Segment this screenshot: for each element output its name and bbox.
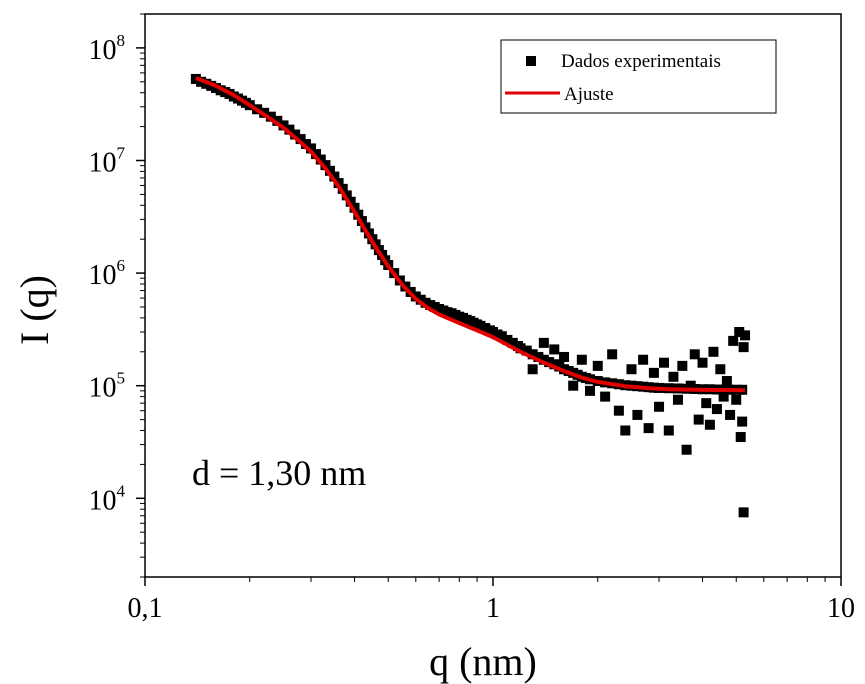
legend-label-fit: Ajuste — [564, 84, 614, 105]
data-point-experimental — [284, 124, 295, 135]
data-point-experimental — [620, 425, 631, 436]
y-tick-label: 104 — [89, 481, 126, 516]
data-point-experimental — [585, 385, 596, 396]
data-point-experimental — [592, 360, 603, 371]
data-point-experimental — [668, 371, 679, 382]
data-point-experimental — [734, 326, 745, 337]
data-point-experimental — [533, 351, 544, 362]
data-point-experimental — [527, 349, 538, 360]
data-point-experimental — [349, 202, 360, 213]
data-point-experimental — [345, 196, 356, 207]
data-point-experimental — [735, 432, 746, 443]
annotation-diameter: d = 1,30 nm — [192, 453, 366, 493]
data-point-experimental — [290, 129, 301, 140]
data-point-experimental — [310, 149, 321, 160]
data-point-experimental — [681, 444, 692, 455]
data-point-experimental — [648, 367, 659, 378]
x-tick-label: 0,1 — [128, 593, 163, 624]
data-point-experimental — [638, 354, 649, 365]
legend-marker-experimental — [526, 56, 536, 66]
legend-label-experimental: Dados experimentais — [561, 51, 721, 72]
data-point-experimental — [731, 394, 742, 405]
data-point-experimental — [600, 391, 611, 402]
data-point-experimental — [632, 409, 643, 420]
data-point-experimental — [677, 360, 688, 371]
data-point-experimental — [721, 376, 732, 387]
data-point-experimental — [544, 357, 555, 368]
data-point-experimental — [300, 139, 311, 150]
y-axis-title: I (q) — [12, 275, 57, 345]
data-point-experimental — [507, 337, 518, 348]
data-point-experimental — [693, 414, 704, 425]
data-point-experimental — [643, 423, 654, 434]
data-point-experimental — [738, 342, 749, 353]
data-point-experimental — [658, 357, 669, 368]
data-point-experimental — [701, 398, 712, 409]
data-point-experimental — [689, 349, 700, 360]
data-point-experimental — [320, 160, 331, 171]
data-layer — [190, 73, 751, 518]
y-tick-label: 105 — [89, 369, 126, 404]
data-point-experimental — [549, 344, 560, 355]
data-point-experimental — [337, 183, 348, 194]
data-point-experimental — [496, 331, 507, 342]
data-point-experimental — [654, 401, 665, 412]
x-tick-label: 10 — [827, 593, 855, 624]
data-point-experimental — [711, 404, 722, 415]
data-point-experimental — [329, 171, 340, 182]
x-axis-title: q (nm) — [429, 639, 537, 684]
data-point-experimental — [708, 346, 719, 357]
data-point-experimental — [502, 334, 513, 345]
data-point-experimental — [527, 364, 538, 375]
data-point-experimental — [576, 354, 587, 365]
y-tick-label: 106 — [89, 256, 126, 291]
data-point-experimental — [737, 416, 748, 427]
data-point-experimental — [538, 337, 549, 348]
data-point-experimental — [521, 345, 532, 356]
data-point-experimental — [265, 111, 276, 122]
data-point-experimental — [672, 394, 683, 405]
data-point-experimental — [559, 351, 570, 362]
data-point-experimental — [697, 357, 708, 368]
data-point-experimental — [613, 405, 624, 416]
data-point-experimental — [626, 364, 637, 375]
data-point-experimental — [738, 507, 749, 518]
data-point-experimental — [295, 134, 306, 145]
x-tick-label: 1 — [486, 593, 500, 624]
data-point-experimental — [341, 190, 352, 201]
data-point-experimental — [728, 335, 739, 346]
data-point-experimental — [607, 349, 618, 360]
data-point-experimental — [725, 409, 736, 420]
data-point-experimental — [740, 330, 751, 341]
data-point-experimental — [515, 343, 526, 354]
data-point-experimental — [272, 115, 283, 126]
data-point-experimental — [685, 380, 696, 391]
data-point-experimental — [315, 154, 326, 165]
data-point-experimental — [663, 425, 674, 436]
legend: Dados experimentais Ajuste — [500, 39, 777, 114]
data-point-experimental — [568, 380, 579, 391]
fit-line — [195, 76, 746, 393]
data-point-experimental — [704, 419, 715, 430]
data-point-experimental — [324, 165, 335, 176]
data-point-experimental — [306, 143, 317, 154]
data-point-experimental — [538, 354, 549, 365]
y-tick-label: 107 — [89, 143, 126, 178]
y-tick-label: 108 — [89, 31, 126, 66]
data-point-experimental — [715, 364, 726, 375]
ticks-layer: 0,1 1 10 104 105 106 107 108 — [89, 13, 855, 624]
data-point-experimental — [718, 391, 729, 402]
legend-box — [500, 39, 777, 114]
